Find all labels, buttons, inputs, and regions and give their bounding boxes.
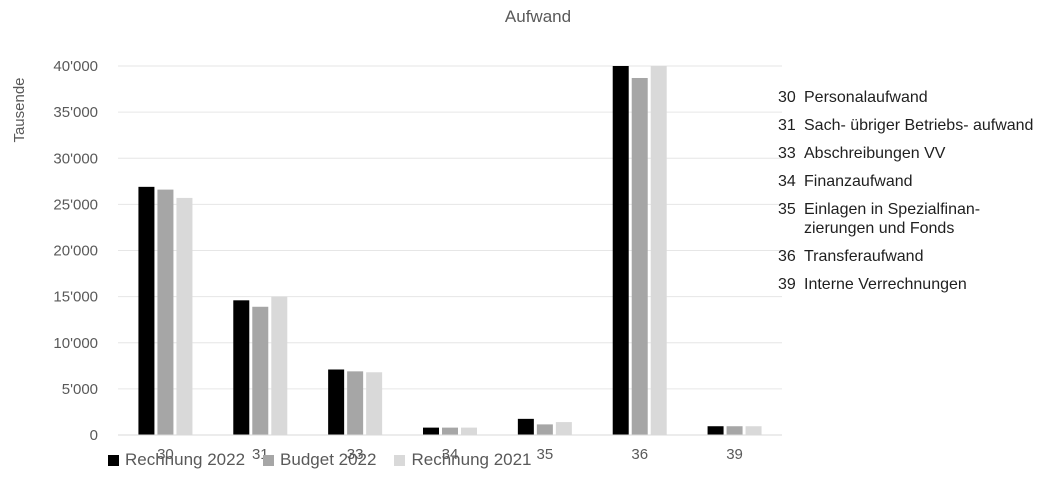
bar-31-series-0: [233, 300, 250, 435]
legend: Rechnung 2022 Budget 2022 Rechnung 2021: [108, 450, 532, 470]
y-tick-label: 15'000: [53, 289, 98, 306]
description-row: 31 Sach- übriger Betriebs- aufwand: [778, 116, 1043, 135]
description-text: Transferaufwand: [804, 248, 924, 265]
description-code: 35: [778, 201, 796, 218]
category-descriptions: 30 Personalaufwand 31 Sach- übriger Betrieb…: [778, 88, 1043, 303]
description-text: Sach- übriger Betriebs- aufwand: [804, 117, 1034, 134]
bar-34-series-2: [461, 427, 477, 435]
bar-39-series-0: [707, 426, 724, 435]
y-tick-label: 5'000: [62, 381, 98, 398]
bars: [138, 66, 762, 436]
description-text: Interne Verrechnungen: [804, 276, 967, 293]
bar-33-series-2: [366, 372, 383, 435]
description-row: 33 Abschreibungen VV: [778, 144, 1043, 163]
description-row: 34 Finanzaufwand: [778, 172, 1043, 191]
y-tick-label: 10'000: [53, 335, 98, 352]
bar-35-series-2: [555, 422, 572, 435]
bar-35-series-0: [517, 418, 534, 435]
legend-item: Budget 2022: [263, 450, 376, 470]
description-row: 39 Interne Verrechnungen: [778, 275, 1043, 294]
x-tick-label: 39: [726, 446, 743, 463]
description-text: Abschreibungen VV: [804, 145, 946, 162]
y-tick-label: 30'000: [53, 150, 98, 167]
bar-39-series-1: [726, 426, 743, 435]
description-row: 30 Personalaufwand: [778, 88, 1043, 107]
description-text: Finanzaufwand: [804, 173, 913, 190]
y-tick-label: 0: [90, 427, 98, 444]
x-tick-label: 35: [537, 446, 554, 463]
description-code: 33: [778, 145, 796, 162]
bar-33-series-0: [328, 369, 345, 435]
description-code: 31: [778, 117, 796, 134]
x-tick-label: 36: [631, 446, 648, 463]
bar-30-series-2: [176, 197, 193, 435]
legend-label: Rechnung 2021: [411, 450, 532, 469]
x-tick-label: 30: [157, 446, 174, 463]
y-tick-label: 40'000: [53, 58, 98, 75]
description-row: 36 Transferaufwand: [778, 247, 1043, 266]
y-tick-label: 20'000: [53, 243, 98, 260]
chart-title: Aufwand: [505, 7, 571, 26]
description-code: 39: [778, 276, 796, 293]
legend-label: Rechnung 2022: [125, 450, 246, 469]
bar-34-series-0: [423, 427, 439, 435]
bar-39-series-2: [745, 426, 762, 435]
description-row: 35 Einlagen in Spezialfinan- zierungen un…: [778, 200, 1043, 238]
bar-30-series-1: [157, 189, 174, 435]
bar-33-series-1: [347, 371, 364, 435]
y-axis-label: Tausende: [11, 77, 28, 142]
bar-36-series-2: [650, 66, 667, 435]
description-code: 36: [778, 248, 796, 265]
bar-36-series-1: [631, 77, 648, 436]
x-tick-label: 34: [442, 446, 459, 463]
bar-35-series-1: [536, 424, 553, 435]
bar-30-series-0: [138, 186, 155, 435]
legend-item: Rechnung 2022: [108, 450, 245, 470]
x-tick-labels: 30 31 33 34 35 36 39: [157, 446, 743, 463]
legend-swatch: [394, 454, 406, 466]
y-tick-labels: 0 5'000 10'000 15'000 20'000 25'000 30'000 35'0…: [53, 58, 98, 444]
bar-34-series-1: [442, 427, 458, 435]
bar-36-series-0: [612, 66, 629, 435]
legend-item: Rechnung 2021: [394, 450, 532, 470]
x-tick-label: 33: [347, 446, 364, 463]
bar-31-series-2: [271, 296, 288, 435]
legend-swatch: [263, 454, 275, 466]
description-code: 30: [778, 89, 796, 106]
y-tick-label: 25'000: [53, 196, 98, 213]
legend-label: Budget 2022: [280, 450, 377, 469]
bar-31-series-1: [252, 306, 269, 435]
legend-swatch: [108, 454, 119, 466]
description-code: 34: [778, 173, 796, 190]
description-text: Personalaufwand: [804, 89, 928, 106]
description-text: Einlagen in Spezialfinan- zierungen und …: [804, 201, 981, 237]
y-tick-label: 35'000: [53, 104, 98, 121]
gridlines: [118, 65, 782, 390]
